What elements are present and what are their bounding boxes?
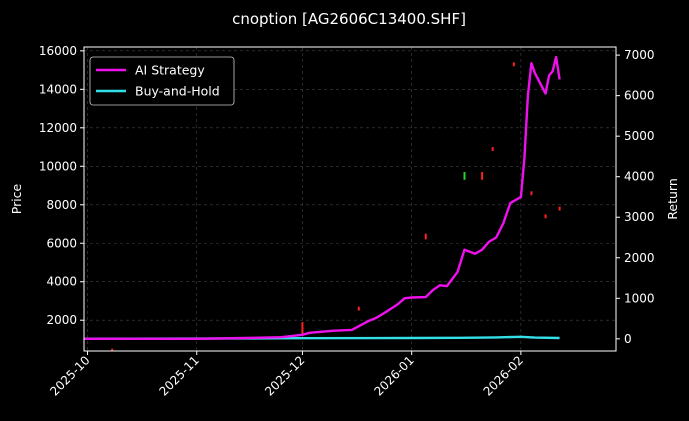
y-axis-label: Price [9, 183, 24, 214]
price-candle [491, 147, 494, 151]
price-candle [111, 348, 114, 351]
right-axis: 0 1000 2000 3000 4000 5000 6000 7000 [616, 48, 655, 346]
y2-tick-label: 3000 [624, 210, 655, 224]
legend-label: AI Strategy [135, 63, 205, 78]
y-tick-label: 6000 [46, 236, 77, 250]
y-tick-label: 2000 [46, 313, 77, 327]
price-candle [424, 233, 427, 240]
price-candle [530, 191, 533, 196]
series-lines [83, 55, 561, 340]
price-candle [357, 306, 360, 311]
price-candle [544, 214, 547, 219]
y-tick-label: 16000 [39, 44, 77, 58]
plot-frame [83, 46, 617, 352]
price-candle [481, 172, 484, 180]
left-axis: 2000 4000 6000 8000 10000 12000 14000 16000 [39, 44, 84, 327]
y-tick-label: 14000 [39, 82, 77, 96]
y2-tick-label: 0 [624, 332, 632, 346]
price-candle [558, 206, 561, 211]
y-tick-label: 10000 [39, 159, 77, 173]
y2-tick-label: 6000 [624, 89, 655, 103]
grid [84, 47, 616, 351]
y2-tick-label: 2000 [624, 251, 655, 265]
series-line-ai-strategy [84, 55, 561, 340]
y2-tick-label: 7000 [624, 48, 655, 62]
legend: AI Strategy Buy-and-Hold [89, 56, 235, 106]
y-tick-label: 8000 [46, 198, 77, 212]
price-candle [301, 322, 304, 334]
y2-axis-label: Return [665, 178, 680, 219]
chart-title: cnoption [AG2606C13400.SHF] [232, 10, 466, 28]
y-tick-label: 4000 [46, 275, 77, 289]
price-marks [111, 62, 561, 351]
y2-tick-label: 5000 [624, 129, 655, 143]
y2-tick-label: 4000 [624, 170, 655, 184]
legend-label: Buy-and-Hold [135, 84, 220, 99]
price-candle [463, 172, 466, 180]
y-tick-label: 12000 [39, 121, 77, 135]
price-candle [512, 62, 515, 67]
y2-tick-label: 1000 [624, 291, 655, 305]
